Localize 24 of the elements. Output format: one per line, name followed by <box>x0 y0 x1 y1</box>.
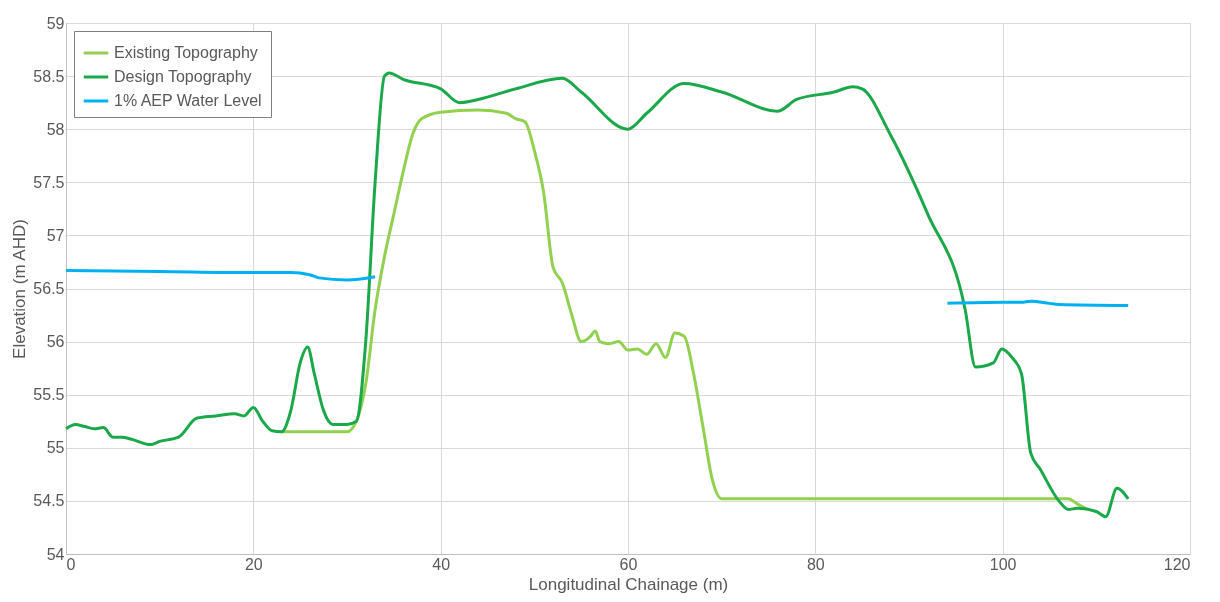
x-tick-label: 20 <box>244 555 263 573</box>
x-tick-label: 100 <box>989 555 1017 573</box>
y-tick-label: 57 <box>46 226 65 244</box>
y-tick-label: 59 <box>46 14 65 32</box>
y-tick-label: 57.5 <box>33 173 65 191</box>
x-tick-label: 0 <box>66 555 76 573</box>
x-tick-label: 80 <box>806 555 825 573</box>
line-series <box>64 71 1130 519</box>
y-tick-label: 54.5 <box>33 492 65 510</box>
x-tick-label: 120 <box>1163 555 1191 573</box>
y-tick-label: 55.5 <box>33 386 65 404</box>
x-tick-label: 40 <box>432 555 451 573</box>
legend-label: Design Topography <box>114 68 252 85</box>
x-tick-label: 60 <box>619 555 638 573</box>
y-tick-label: 58.5 <box>33 67 65 85</box>
legend-label: Existing Topography <box>114 44 258 61</box>
x-axis-title: Longitudinal Chainage (m) <box>528 574 729 594</box>
legend-label: 1% AEP Water Level <box>114 92 262 109</box>
y-tick-label: 58 <box>46 120 65 138</box>
y-tick-label: 56 <box>46 333 65 351</box>
y-tick-label: 54 <box>46 545 65 563</box>
y-axis-title: Elevation (m AHD) <box>10 219 30 359</box>
y-tick-label: 55 <box>46 439 65 457</box>
y-tick-label: 56.5 <box>33 280 65 297</box>
